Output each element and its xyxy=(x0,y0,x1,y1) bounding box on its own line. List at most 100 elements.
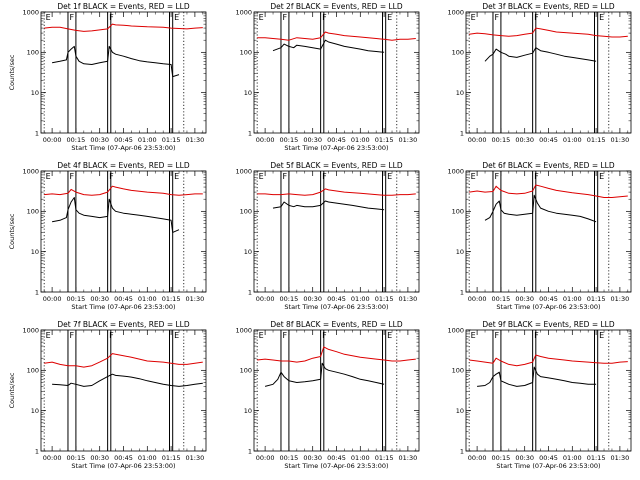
event-flag-label: E xyxy=(387,331,392,340)
x-tick-label: 00:00 xyxy=(468,136,487,144)
x-tick-label: 00:45 xyxy=(114,136,133,144)
event-flag-label: F xyxy=(282,331,287,340)
detector-panel-1: Det 1f BLACK = Events, RED = LLD 1 10 100 10… xyxy=(8,2,207,152)
detector-panel-9: Det 9f BLACK = Events, RED = LLD 1 10 100 10… xyxy=(447,320,632,470)
event-flag-label: E xyxy=(174,172,179,181)
event-flag-label: E xyxy=(174,331,179,340)
event-flag-label: E xyxy=(471,13,476,22)
y-tick-label: 10 xyxy=(244,248,252,256)
event-flag-label: F xyxy=(534,172,539,181)
x-tick-label: 00:00 xyxy=(468,295,487,303)
y-tick-label: 10 xyxy=(31,89,39,97)
y-tick-label: 1000 xyxy=(22,326,39,334)
x-tick-label: 01:30 xyxy=(611,295,630,303)
event-flag-label: E xyxy=(259,331,264,340)
event-flag-label: F xyxy=(69,172,74,181)
x-tick-label: 00:00 xyxy=(43,295,62,303)
x-tick-label: 01:30 xyxy=(186,136,205,144)
event-flag-label: F xyxy=(282,13,287,22)
x-tick-label: 01:00 xyxy=(351,295,370,303)
x-tick-label: 01:00 xyxy=(138,136,157,144)
plot-frame xyxy=(40,329,207,452)
panel-title: Det 3f BLACK = Events, RED = LLD xyxy=(482,2,615,11)
x-tick-label: 00:15 xyxy=(492,136,511,144)
x-tick-label: 00:30 xyxy=(515,295,534,303)
event-flag-label: E xyxy=(46,172,51,181)
y-tick-label: 100 xyxy=(452,367,464,375)
x-tick-label: 00:30 xyxy=(303,136,322,144)
y-tick-label: 1000 xyxy=(235,326,252,334)
series-line-events xyxy=(264,362,385,387)
x-tick-label: 01:00 xyxy=(351,136,370,144)
panel-title: Det 7f BLACK = Events, RED = LLD xyxy=(57,320,190,329)
panel-title: Det 2f BLACK = Events, RED = LLD xyxy=(270,2,403,11)
series-line-events xyxy=(272,200,385,211)
x-tick-label: 00:15 xyxy=(492,295,511,303)
x-tick-label: 01:30 xyxy=(611,454,630,462)
y-tick-label: 100 xyxy=(27,208,39,216)
x-tick-label: 01:30 xyxy=(399,295,418,303)
x-tick-label: 01:15 xyxy=(162,136,181,144)
x-tick-label: 00:15 xyxy=(280,295,299,303)
x-tick-label: 00:30 xyxy=(515,454,534,462)
detector-panel-4: Det 4f BLACK = Events, RED = LLD 1 10 100 10… xyxy=(8,161,207,311)
x-tick-label: 00:15 xyxy=(67,295,86,303)
y-axis-label: Counts/sec xyxy=(8,372,16,408)
x-tick-label: 00:00 xyxy=(468,454,487,462)
x-axis-label: Start Time (07-Apr-06 23:53:00) xyxy=(284,144,388,152)
x-tick-label: 00:15 xyxy=(67,454,86,462)
detector-panel-3: Det 3f BLACK = Events, RED = LLD 1 10 100 10… xyxy=(447,2,632,144)
x-tick-label: 01:15 xyxy=(587,136,606,144)
x-tick-label: 00:00 xyxy=(256,295,275,303)
event-flag-label: F xyxy=(69,331,74,340)
plot-frame xyxy=(40,11,207,134)
x-tick-label: 00:45 xyxy=(327,454,346,462)
x-tick-label: 00:45 xyxy=(539,295,558,303)
panel-title: Det 8f BLACK = Events, RED = LLD xyxy=(270,320,403,329)
y-tick-label: 1 xyxy=(248,129,252,137)
x-tick-label: 01:00 xyxy=(563,136,582,144)
x-axis-label: Start Time (07-Apr-06 23:53:00) xyxy=(284,303,388,311)
series-line-lld xyxy=(44,185,203,196)
event-flag-label: F xyxy=(109,172,114,181)
x-tick-label: 01:15 xyxy=(162,295,181,303)
event-flag-label: F xyxy=(494,13,499,22)
series-line-lld xyxy=(257,31,416,41)
event-flag-label: F xyxy=(109,13,114,22)
x-tick-label: 00:15 xyxy=(280,454,299,462)
y-tick-label: 100 xyxy=(27,49,39,57)
x-axis-label: Start Time (07-Apr-06 23:53:00) xyxy=(496,303,600,311)
y-tick-label: 10 xyxy=(31,407,39,415)
series-line-events xyxy=(52,373,203,387)
event-flag-label: E xyxy=(259,13,264,22)
event-flag-label: F xyxy=(109,331,114,340)
x-tick-label: 01:00 xyxy=(563,295,582,303)
x-tick-label: 00:30 xyxy=(90,136,109,144)
x-tick-label: 01:30 xyxy=(399,136,418,144)
detector-panel-2: Det 2f BLACK = Events, RED = LLD 1 10 100 10… xyxy=(235,2,420,152)
y-tick-label: 1000 xyxy=(235,167,252,175)
y-tick-label: 1 xyxy=(460,447,464,455)
plot-frame xyxy=(465,329,632,452)
y-tick-label: 10 xyxy=(244,89,252,97)
y-tick-label: 10 xyxy=(244,407,252,415)
event-flag-label: F xyxy=(494,331,499,340)
x-tick-label: 00:45 xyxy=(327,136,346,144)
event-flag-label: F xyxy=(534,331,539,340)
y-tick-label: 1 xyxy=(35,288,39,296)
x-tick-label: 00:15 xyxy=(492,454,511,462)
y-tick-label: 1 xyxy=(248,447,252,455)
x-tick-label: 01:30 xyxy=(399,454,418,462)
x-tick-label: 00:30 xyxy=(303,454,322,462)
detector-panel-6: Det 6f BLACK = Events, RED = LLD 1 10 100 10… xyxy=(447,161,632,311)
event-flag-label: E xyxy=(46,13,51,22)
event-flag-label: E xyxy=(387,172,392,181)
series-line-lld xyxy=(469,354,628,367)
y-tick-label: 1 xyxy=(35,129,39,137)
plot-frame xyxy=(465,170,632,293)
panel-title: Det 6f BLACK = Events, RED = LLD xyxy=(482,161,615,170)
y-tick-label: 1000 xyxy=(235,8,252,16)
y-tick-label: 100 xyxy=(240,367,252,375)
x-tick-label: 01:00 xyxy=(138,454,157,462)
